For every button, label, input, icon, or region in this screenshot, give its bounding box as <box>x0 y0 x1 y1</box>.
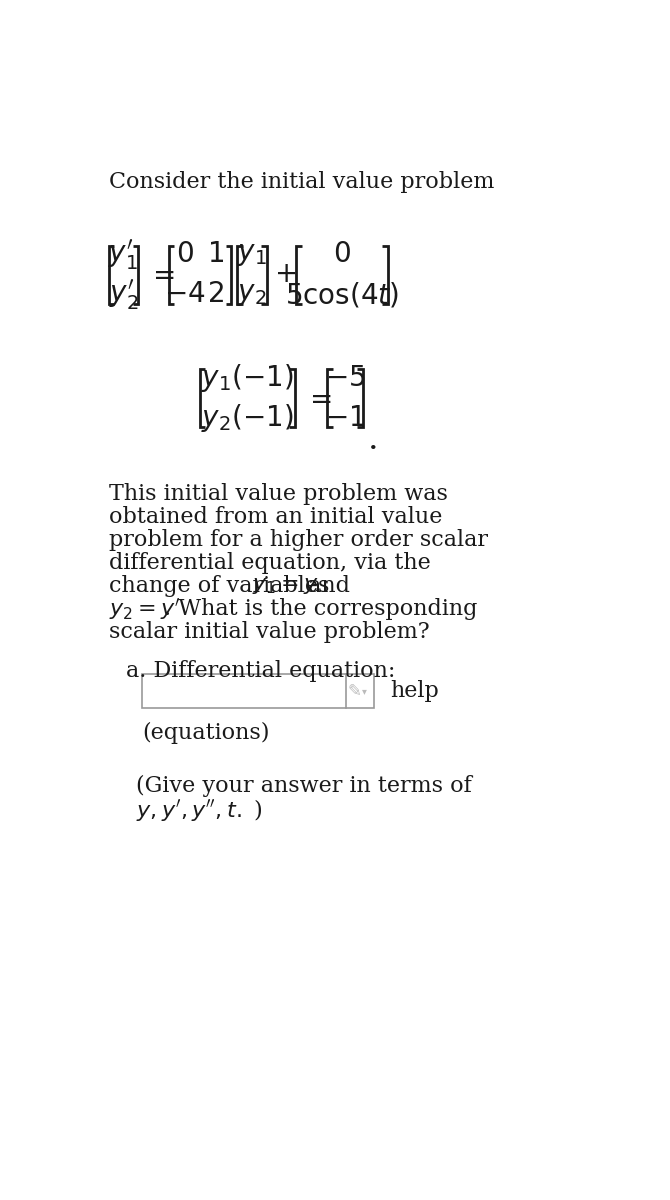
FancyBboxPatch shape <box>142 673 375 708</box>
Text: $y_1(-1)$: $y_1(-1)$ <box>201 362 293 394</box>
Text: . What is the corresponding: . What is the corresponding <box>164 599 478 620</box>
Text: a. Differential equation:: a. Differential equation: <box>127 660 396 682</box>
Text: (Give your answer in terms of: (Give your answer in terms of <box>137 775 472 798</box>
Text: obtained from an initial value: obtained from an initial value <box>109 506 442 528</box>
Text: scalar initial value problem?: scalar initial value problem? <box>109 622 429 643</box>
Text: $-4$: $-4$ <box>163 282 205 308</box>
Text: $y_1'$: $y_1'$ <box>109 238 138 272</box>
Text: $y_2(-1)$: $y_2(-1)$ <box>201 402 293 434</box>
Text: $-5$: $-5$ <box>325 365 365 391</box>
Text: and: and <box>301 575 350 598</box>
Text: $=$: $=$ <box>304 384 332 412</box>
Text: $5\cos(4t)$: $5\cos(4t)$ <box>285 281 399 310</box>
Text: $y_1$: $y_1$ <box>237 241 267 269</box>
Text: help: help <box>390 679 439 702</box>
Text: Consider the initial value problem: Consider the initial value problem <box>109 170 494 193</box>
Text: (equations): (equations) <box>142 721 269 744</box>
Text: differential equation, via the: differential equation, via the <box>109 552 430 574</box>
Text: $+$: $+$ <box>275 262 297 288</box>
Text: $y_2 = y'$: $y_2 = y'$ <box>109 596 180 623</box>
Text: $y_2$: $y_2$ <box>237 282 267 308</box>
Text: $0$: $0$ <box>176 241 194 269</box>
Text: $0$: $0$ <box>333 241 351 269</box>
Text: $y, y', y'', t.$ ): $y, y', y'', t.$ ) <box>137 797 263 823</box>
Text: change of variables: change of variables <box>109 575 336 598</box>
Text: problem for a higher order scalar: problem for a higher order scalar <box>109 529 488 551</box>
Text: $=$: $=$ <box>147 262 175 288</box>
Text: $-1$: $-1$ <box>325 404 365 432</box>
Text: .: . <box>367 425 378 456</box>
Text: $y_1 = y$: $y_1 = y$ <box>252 574 319 595</box>
Text: This initial value problem was: This initial value problem was <box>109 482 448 505</box>
Text: $y_2'$: $y_2'$ <box>109 277 138 312</box>
Text: ▾: ▾ <box>362 685 366 696</box>
Text: ✎: ✎ <box>347 682 361 700</box>
Text: $1$: $1$ <box>207 241 224 269</box>
Text: $2$: $2$ <box>207 282 224 308</box>
